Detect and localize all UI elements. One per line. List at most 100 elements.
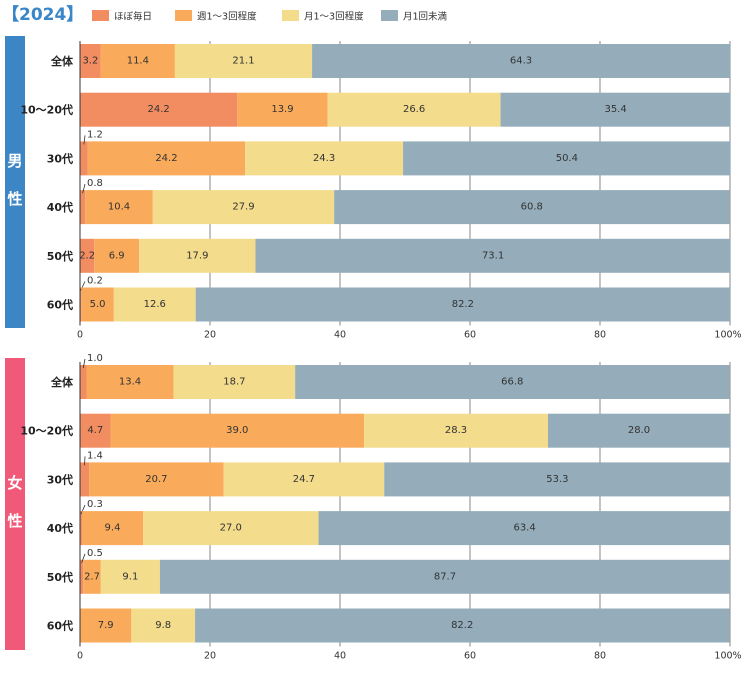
data-label: 4.7 [87, 425, 103, 436]
data-label: 0.3 [87, 499, 103, 510]
bar-segment [195, 608, 730, 643]
group-label-char: 男 [7, 152, 22, 170]
legend-label: ほぼ毎日 [114, 11, 152, 23]
legend-label: 月1～3回程度 [304, 11, 364, 23]
data-label: 2.7 [84, 571, 100, 582]
data-label: 24.2 [148, 104, 170, 115]
data-label: 28.3 [445, 425, 467, 436]
category-label: 50代 [47, 570, 73, 584]
leader-line [82, 358, 86, 369]
data-label: 82.2 [452, 299, 474, 310]
data-label: 5.0 [90, 299, 106, 310]
data-label: 26.6 [403, 104, 425, 115]
data-label: 0.8 [87, 178, 103, 189]
data-label: 64.3 [510, 56, 532, 67]
data-label: 53.3 [546, 474, 568, 485]
panel: 男性 全体 3.2 11.4 21.1 64.3 10～20代 24.2 13.9 26.6 35.… [5, 36, 742, 341]
leader-line [83, 135, 86, 145]
bar-segment [80, 44, 101, 78]
bar-segment [159, 559, 730, 594]
bar-segment [131, 608, 196, 643]
data-label: 9.4 [105, 523, 121, 534]
data-label: 60.8 [521, 202, 543, 213]
data-label: 73.1 [482, 250, 504, 261]
group-band [5, 358, 25, 650]
bar-segment [173, 365, 296, 399]
tick-label: 60 [464, 651, 476, 662]
data-label: 9.1 [122, 571, 138, 582]
tick-label: 100% [714, 651, 741, 662]
bar-segment [110, 413, 365, 448]
bar-segment [80, 92, 238, 127]
leader-line [81, 553, 86, 563]
data-label: 13.4 [119, 377, 141, 388]
panels: 男性 全体 3.2 11.4 21.1 64.3 10～20代 24.2 13.9 26.6 35.… [5, 36, 742, 662]
bar-segment [80, 238, 95, 273]
data-label: 11.4 [127, 56, 149, 67]
category-label: 10～20代 [20, 103, 73, 117]
data-label: 21.1 [232, 56, 254, 67]
category-label: 60代 [47, 619, 73, 633]
tick-label: 40 [334, 651, 346, 662]
bar-segment [295, 365, 730, 399]
data-label: 18.7 [223, 377, 245, 388]
bar-segment [81, 287, 114, 322]
tick-label: 0 [77, 651, 83, 662]
bar-segment [139, 238, 256, 273]
bar-segment [327, 92, 501, 127]
bar-segment [174, 44, 313, 78]
chart-title: 【2024】 [2, 4, 83, 25]
legend-label: 月1回未満 [403, 11, 448, 23]
data-label: 13.9 [271, 104, 293, 115]
legend-swatch [175, 10, 192, 21]
bar-segment [80, 141, 88, 176]
data-label: 3.2 [82, 56, 98, 67]
bar-segment [81, 511, 144, 546]
data-label: 82.2 [451, 620, 473, 631]
bar-segment [245, 141, 404, 176]
bar-segment [100, 559, 160, 594]
category-label: 30代 [47, 472, 73, 486]
bar-segment [80, 413, 111, 448]
data-label: 2.2 [79, 250, 95, 261]
bar-segment [94, 238, 140, 273]
data-label: 12.6 [144, 299, 166, 310]
bar-segment [237, 92, 328, 127]
data-label: 39.0 [226, 425, 248, 436]
bar-segment [100, 44, 175, 78]
legend-label: 週1～3回程度 [197, 11, 257, 23]
data-label: 28.0 [628, 425, 650, 436]
category-label: 40代 [47, 200, 73, 214]
bar-segment [113, 287, 196, 322]
bar-segment [364, 413, 548, 448]
category-label: 全体 [50, 54, 74, 68]
bar-segment [500, 92, 731, 127]
tick-label: 60 [464, 330, 476, 341]
category-label: 60代 [47, 298, 73, 312]
tick-label: 80 [594, 330, 606, 341]
data-label: 1.2 [87, 129, 103, 140]
bar-segment [89, 462, 224, 497]
tick-label: 0 [77, 330, 83, 341]
group-label-char: 性 [7, 512, 22, 530]
tick-label: 80 [594, 651, 606, 662]
bar-segment [143, 511, 319, 546]
bar-segment [255, 238, 731, 273]
panel: 女性 全体 1.0 13.4 18.7 66.8 10～20代 4.7 39.0 28.3 28.0… [5, 353, 742, 662]
bar-segment [80, 559, 84, 594]
bar-segment [384, 462, 731, 497]
bar-segment [83, 559, 101, 594]
bar-segment [80, 511, 82, 546]
bar-segment [86, 365, 174, 399]
category-label: 30代 [47, 151, 73, 165]
data-label: 35.4 [604, 104, 626, 115]
data-label: 50.4 [556, 153, 578, 164]
bar-segment [85, 190, 153, 225]
data-label: 63.4 [513, 523, 535, 534]
bar-segment [223, 462, 385, 497]
data-label: 27.9 [232, 202, 254, 213]
data-label: 24.7 [293, 474, 315, 485]
data-label: 1.4 [87, 450, 103, 461]
bar-segment [195, 287, 730, 322]
